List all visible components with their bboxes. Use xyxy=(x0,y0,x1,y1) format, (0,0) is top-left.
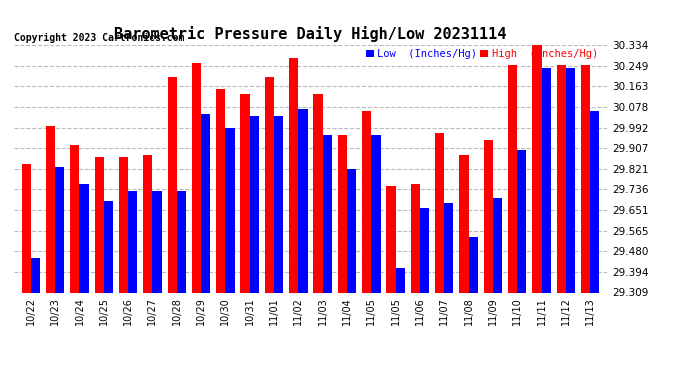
Bar xyxy=(104,201,113,292)
Bar xyxy=(395,268,405,292)
Bar xyxy=(289,58,298,292)
Bar xyxy=(347,169,356,292)
Bar xyxy=(128,191,137,292)
Bar xyxy=(144,154,152,292)
Bar xyxy=(484,140,493,292)
Bar xyxy=(21,164,31,292)
Bar xyxy=(444,203,453,292)
Bar xyxy=(435,133,444,292)
Bar xyxy=(119,157,128,292)
Bar xyxy=(274,116,284,292)
Bar xyxy=(55,167,64,292)
Bar xyxy=(95,157,103,292)
Bar xyxy=(362,111,371,292)
Bar xyxy=(371,135,381,292)
Bar xyxy=(240,94,250,292)
Legend: Low  (Inches/Hg), High  (Inches/Hg): Low (Inches/Hg), High (Inches/Hg) xyxy=(362,45,602,64)
Bar xyxy=(70,145,79,292)
Bar xyxy=(542,68,551,292)
Text: Copyright 2023 Cartronics.com: Copyright 2023 Cartronics.com xyxy=(14,33,184,42)
Bar xyxy=(508,65,518,292)
Bar xyxy=(250,116,259,292)
Bar xyxy=(79,184,89,292)
Bar xyxy=(298,109,308,292)
Bar xyxy=(337,135,347,292)
Bar xyxy=(532,45,542,292)
Bar xyxy=(46,126,55,292)
Bar xyxy=(152,191,161,292)
Bar xyxy=(566,68,575,292)
Bar xyxy=(201,114,210,292)
Bar xyxy=(557,65,566,292)
Bar xyxy=(313,94,323,292)
Bar xyxy=(469,237,477,292)
Bar xyxy=(323,135,332,292)
Bar xyxy=(192,63,201,292)
Bar xyxy=(386,186,395,292)
Bar xyxy=(411,184,420,292)
Bar xyxy=(168,77,177,292)
Bar xyxy=(581,65,590,292)
Bar xyxy=(420,208,429,292)
Bar xyxy=(177,191,186,292)
Bar xyxy=(31,258,40,292)
Bar xyxy=(226,128,235,292)
Bar xyxy=(590,111,600,292)
Bar xyxy=(518,150,526,292)
Bar xyxy=(493,198,502,292)
Title: Barometric Pressure Daily High/Low 20231114: Barometric Pressure Daily High/Low 20231… xyxy=(115,27,506,42)
Bar xyxy=(265,77,274,292)
Bar xyxy=(460,154,469,292)
Bar xyxy=(216,89,226,292)
